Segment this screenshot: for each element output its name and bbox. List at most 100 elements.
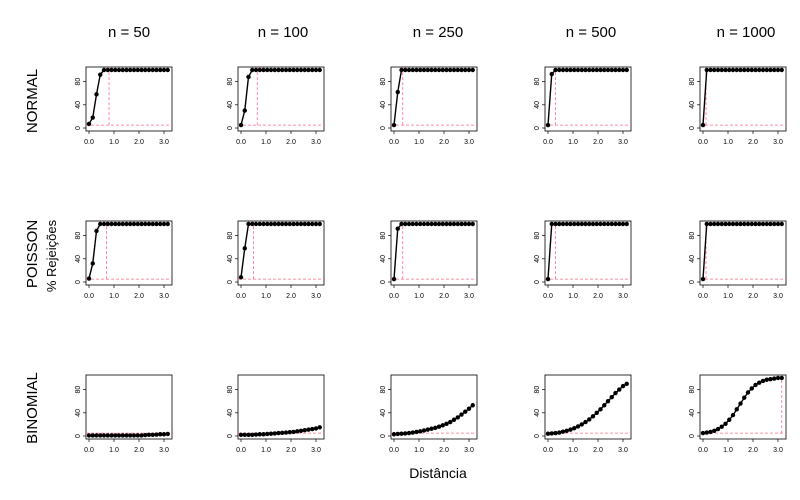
data-point	[757, 221, 762, 227]
data-point	[753, 221, 758, 227]
data-point	[124, 221, 129, 227]
data-point	[242, 246, 247, 251]
x-tick-label: 1.0	[723, 139, 733, 146]
x-tick-label: 1.0	[414, 293, 424, 300]
data-point	[549, 431, 554, 436]
data-point	[306, 221, 311, 227]
x-tick-label: 2.0	[439, 293, 449, 300]
x-tick-label: 3.0	[773, 139, 783, 146]
plot-frame	[390, 220, 478, 286]
x-tick-label: 2.0	[439, 139, 449, 146]
data-point	[757, 380, 762, 385]
x-tick-label: 0.0	[389, 293, 399, 300]
y-tick-label: 80	[75, 78, 82, 86]
y-tick-label: 0	[75, 126, 82, 130]
data-point	[280, 221, 285, 227]
data-point	[545, 122, 551, 128]
data-point	[772, 376, 777, 381]
y-tick-label: 0	[380, 126, 387, 130]
data-point	[730, 221, 736, 227]
y-tick-label: 80	[227, 78, 234, 86]
data-point	[399, 221, 404, 227]
data-point	[109, 67, 114, 73]
data-point	[440, 423, 445, 428]
data-point	[433, 425, 438, 431]
data-point	[90, 433, 95, 438]
data-point	[753, 382, 758, 388]
data-point	[120, 67, 125, 73]
data-point	[272, 221, 277, 227]
data-point	[105, 67, 110, 73]
data-point	[598, 221, 603, 227]
data-point	[602, 403, 607, 408]
y-tick-label: 0	[534, 126, 541, 130]
data-point	[283, 221, 289, 227]
data-point	[421, 428, 427, 433]
data-point	[433, 221, 438, 227]
data-point	[590, 414, 596, 419]
data-point	[406, 430, 412, 436]
column-titles: n = 50 n = 100 n = 250 n = 500 n = 1000	[108, 24, 775, 41]
data-point	[602, 67, 607, 73]
data-point	[760, 67, 766, 73]
data-point	[779, 67, 784, 73]
data-point	[749, 386, 754, 391]
data-point	[455, 221, 460, 227]
data-point	[624, 67, 629, 73]
data-point	[470, 221, 475, 227]
data-point	[98, 221, 103, 227]
data-point	[429, 221, 434, 227]
panel-binomial-n250: 0 40 80 0.0 1.0 2.0 3.0	[380, 374, 478, 454]
data-point	[250, 67, 255, 73]
y-tick-label: 80	[75, 386, 82, 394]
data-point	[564, 428, 569, 433]
x-tick-label: 0.0	[389, 139, 399, 146]
data-point	[418, 67, 423, 73]
x-tick-label: 2.0	[748, 447, 758, 454]
data-point	[557, 221, 562, 227]
data-point	[146, 221, 152, 227]
data-point	[425, 67, 430, 73]
data-point	[719, 221, 724, 227]
x-tick-label: 1.0	[568, 447, 578, 454]
data-point	[391, 122, 397, 128]
data-point	[105, 221, 110, 227]
data-point	[158, 67, 163, 73]
data-point	[738, 401, 743, 406]
data-point	[94, 228, 99, 234]
data-point	[295, 221, 300, 227]
data-point	[779, 375, 784, 381]
data-point	[440, 67, 445, 73]
data-point	[399, 431, 404, 436]
data-point	[605, 67, 611, 73]
plot-frame	[544, 66, 632, 132]
y-tick-label: 80	[534, 386, 541, 394]
x-tick-label: 0.0	[84, 293, 94, 300]
x-tick-label: 1.0	[568, 139, 578, 146]
data-point	[730, 412, 736, 418]
data-point	[268, 67, 274, 73]
data-point	[568, 67, 573, 73]
data-point	[708, 221, 713, 227]
data-point	[124, 433, 129, 438]
data-point	[738, 67, 743, 73]
data-point	[250, 432, 255, 438]
column-title-n1000: n = 1000	[717, 24, 776, 41]
data-point	[253, 432, 259, 437]
data-point	[165, 431, 170, 437]
data-point	[120, 433, 125, 438]
data-point	[298, 428, 304, 433]
data-point	[406, 221, 412, 227]
data-point	[448, 419, 453, 425]
column-title-n50: n = 50	[108, 24, 150, 41]
data-point	[283, 67, 289, 73]
y-tick-label: 0	[380, 434, 387, 438]
data-point	[775, 221, 781, 227]
plot-frame	[85, 220, 173, 286]
y-tick-label: 0	[689, 126, 696, 130]
x-tick-label: 2.0	[593, 139, 603, 146]
data-point	[598, 67, 603, 73]
data-point	[617, 67, 622, 73]
data-point	[553, 221, 558, 227]
x-tick-label: 0.0	[698, 293, 708, 300]
